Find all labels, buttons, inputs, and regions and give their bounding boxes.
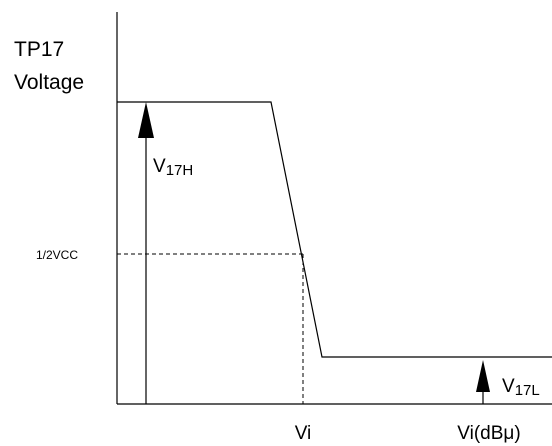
high-label: V17H [153,156,193,179]
mid-label: 1/2VCC [36,248,78,262]
x-label: Vi(dBμ) [457,423,520,444]
threshold-label: Vi [295,423,312,444]
curve [117,101,552,358]
y-label: TP17 [14,38,64,61]
high-arrow-head [138,102,154,138]
low-arrow-head [476,360,490,392]
low-label: V17L [502,376,540,399]
y-label: Voltage [14,71,84,94]
